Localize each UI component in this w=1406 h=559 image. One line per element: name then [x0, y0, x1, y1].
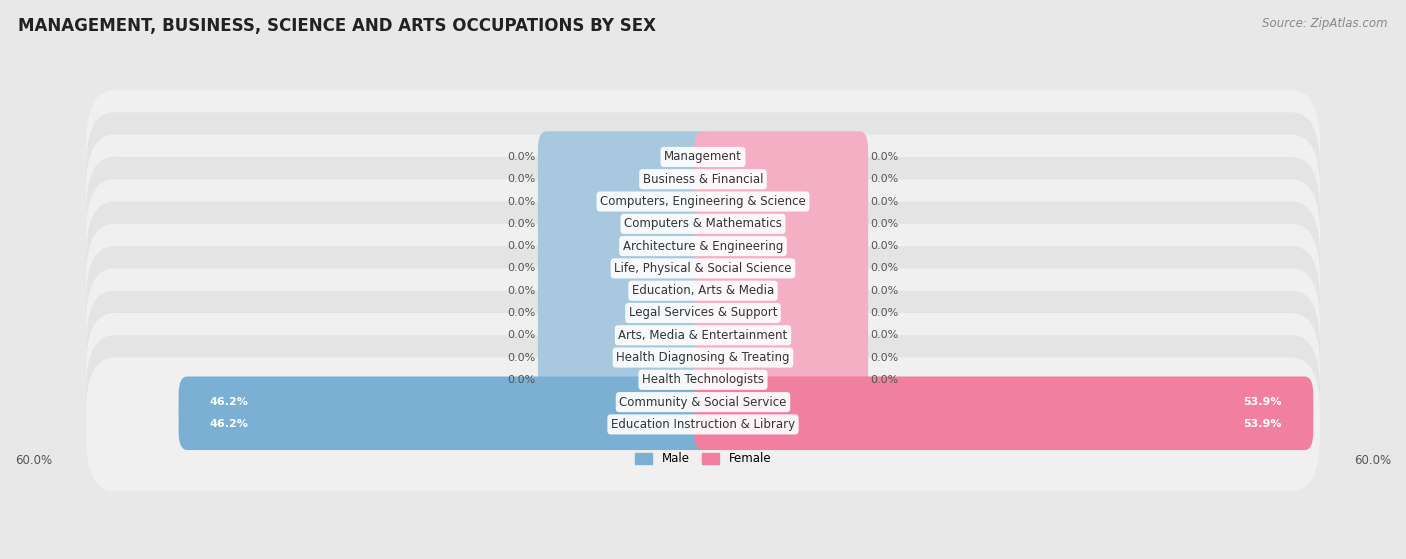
FancyBboxPatch shape: [695, 198, 868, 249]
FancyBboxPatch shape: [86, 335, 1320, 469]
Text: 0.0%: 0.0%: [870, 353, 898, 363]
Text: 0.0%: 0.0%: [508, 375, 536, 385]
FancyBboxPatch shape: [86, 157, 1320, 291]
Text: 0.0%: 0.0%: [508, 286, 536, 296]
Text: 0.0%: 0.0%: [508, 152, 536, 162]
FancyBboxPatch shape: [538, 154, 711, 205]
Legend: Male, Female: Male, Female: [630, 448, 776, 470]
FancyBboxPatch shape: [538, 265, 711, 316]
Text: 53.9%: 53.9%: [1243, 419, 1282, 429]
Text: Business & Financial: Business & Financial: [643, 173, 763, 186]
FancyBboxPatch shape: [695, 243, 868, 294]
FancyBboxPatch shape: [538, 243, 711, 294]
Text: 0.0%: 0.0%: [870, 197, 898, 206]
Text: Life, Physical & Social Science: Life, Physical & Social Science: [614, 262, 792, 275]
FancyBboxPatch shape: [86, 291, 1320, 424]
Text: 53.9%: 53.9%: [1243, 397, 1282, 407]
Text: 0.0%: 0.0%: [508, 330, 536, 340]
FancyBboxPatch shape: [695, 310, 868, 361]
Text: Arts, Media & Entertainment: Arts, Media & Entertainment: [619, 329, 787, 342]
Text: MANAGEMENT, BUSINESS, SCIENCE AND ARTS OCCUPATIONS BY SEX: MANAGEMENT, BUSINESS, SCIENCE AND ARTS O…: [18, 17, 657, 35]
FancyBboxPatch shape: [86, 246, 1320, 380]
FancyBboxPatch shape: [538, 354, 711, 405]
Text: 0.0%: 0.0%: [870, 219, 898, 229]
Text: 0.0%: 0.0%: [508, 308, 536, 318]
Text: 0.0%: 0.0%: [870, 174, 898, 184]
FancyBboxPatch shape: [695, 220, 868, 272]
FancyBboxPatch shape: [86, 313, 1320, 447]
Text: Legal Services & Support: Legal Services & Support: [628, 306, 778, 320]
Text: Community & Social Service: Community & Social Service: [619, 396, 787, 409]
Text: Education, Arts & Media: Education, Arts & Media: [631, 284, 775, 297]
Text: 0.0%: 0.0%: [508, 197, 536, 206]
FancyBboxPatch shape: [695, 332, 868, 383]
FancyBboxPatch shape: [86, 135, 1320, 268]
FancyBboxPatch shape: [538, 198, 711, 249]
Text: 0.0%: 0.0%: [870, 330, 898, 340]
Text: 0.0%: 0.0%: [870, 263, 898, 273]
FancyBboxPatch shape: [538, 176, 711, 227]
FancyBboxPatch shape: [538, 332, 711, 383]
Text: Health Technologists: Health Technologists: [643, 373, 763, 386]
FancyBboxPatch shape: [538, 220, 711, 272]
FancyBboxPatch shape: [86, 90, 1320, 224]
Text: 46.2%: 46.2%: [209, 419, 249, 429]
FancyBboxPatch shape: [179, 399, 711, 450]
Text: 0.0%: 0.0%: [870, 308, 898, 318]
FancyBboxPatch shape: [695, 287, 868, 339]
Text: 0.0%: 0.0%: [508, 263, 536, 273]
Text: 46.2%: 46.2%: [209, 397, 249, 407]
FancyBboxPatch shape: [695, 377, 1313, 428]
FancyBboxPatch shape: [86, 179, 1320, 313]
Text: 0.0%: 0.0%: [508, 241, 536, 251]
FancyBboxPatch shape: [538, 131, 711, 183]
Text: 0.0%: 0.0%: [508, 219, 536, 229]
FancyBboxPatch shape: [695, 265, 868, 316]
FancyBboxPatch shape: [695, 354, 868, 405]
Text: Management: Management: [664, 150, 742, 163]
FancyBboxPatch shape: [179, 377, 711, 428]
Text: 0.0%: 0.0%: [870, 286, 898, 296]
Text: 0.0%: 0.0%: [870, 241, 898, 251]
FancyBboxPatch shape: [538, 310, 711, 361]
FancyBboxPatch shape: [86, 224, 1320, 358]
FancyBboxPatch shape: [695, 399, 1313, 450]
Text: 0.0%: 0.0%: [508, 174, 536, 184]
Text: Architecture & Engineering: Architecture & Engineering: [623, 240, 783, 253]
Text: Source: ZipAtlas.com: Source: ZipAtlas.com: [1263, 17, 1388, 30]
FancyBboxPatch shape: [538, 287, 711, 339]
Text: Health Diagnosing & Treating: Health Diagnosing & Treating: [616, 351, 790, 364]
FancyBboxPatch shape: [695, 176, 868, 227]
Text: Computers & Mathematics: Computers & Mathematics: [624, 217, 782, 230]
FancyBboxPatch shape: [86, 268, 1320, 402]
FancyBboxPatch shape: [86, 112, 1320, 246]
Text: 0.0%: 0.0%: [870, 375, 898, 385]
Text: 0.0%: 0.0%: [508, 353, 536, 363]
FancyBboxPatch shape: [86, 202, 1320, 335]
Text: 0.0%: 0.0%: [870, 152, 898, 162]
Text: Education Instruction & Library: Education Instruction & Library: [612, 418, 794, 431]
Text: Computers, Engineering & Science: Computers, Engineering & Science: [600, 195, 806, 208]
FancyBboxPatch shape: [695, 131, 868, 183]
FancyBboxPatch shape: [695, 154, 868, 205]
FancyBboxPatch shape: [86, 358, 1320, 491]
